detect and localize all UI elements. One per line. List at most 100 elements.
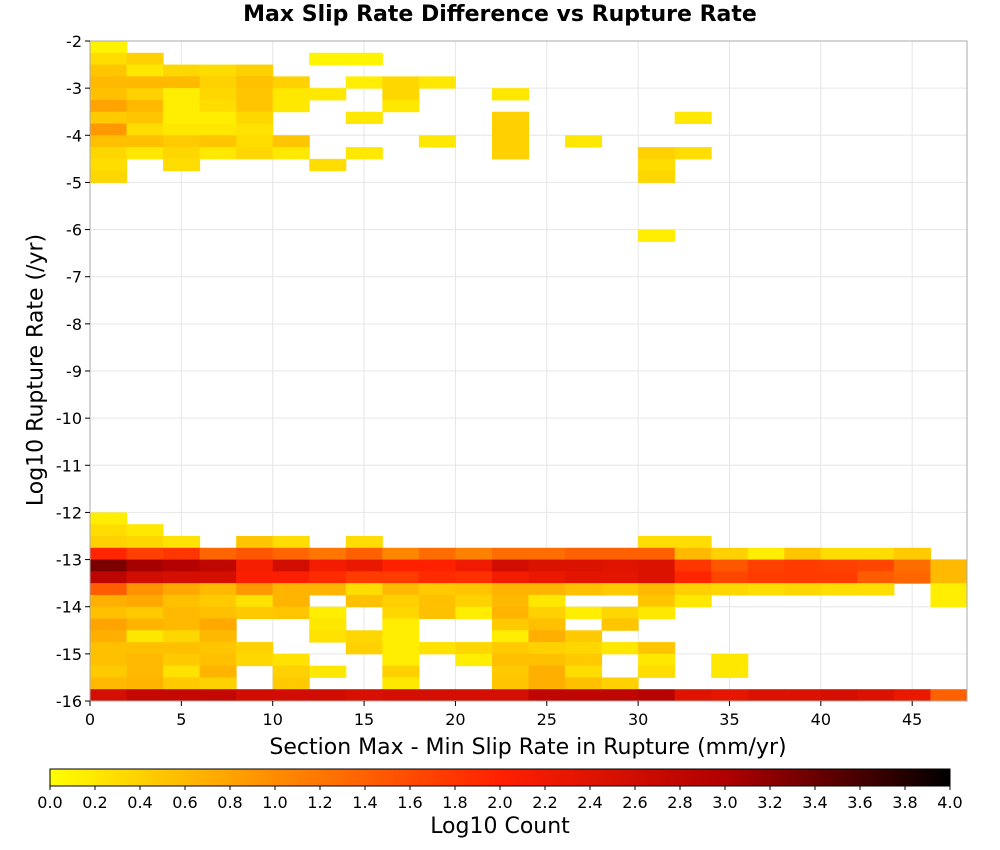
heatmap-cell (711, 547, 749, 561)
heatmap-cell (345, 689, 383, 702)
colorbar-tick-label: 1.2 (307, 793, 332, 812)
heatmap-cell (345, 559, 383, 572)
y-tick-label: -6 (66, 221, 82, 240)
heatmap-cell (90, 571, 128, 584)
heatmap-cell (163, 630, 201, 643)
heatmap-cell (126, 123, 164, 136)
heatmap-cell (820, 547, 858, 561)
heatmap-cell (382, 88, 420, 101)
heatmap-cell (199, 606, 237, 619)
heatmap-cell (126, 665, 164, 678)
heatmap-cell (126, 653, 164, 667)
heatmap-cell (565, 665, 603, 678)
heatmap-cell (382, 606, 420, 619)
heatmap-cell (272, 99, 310, 113)
heatmap-cell (857, 559, 895, 572)
heatmap-cell (491, 111, 529, 124)
x-tick-label: 35 (719, 710, 739, 729)
heatmap-cell (528, 559, 566, 572)
heatmap-cell (930, 594, 968, 608)
colorbar-tick-label: 1.0 (262, 793, 287, 812)
heatmap-cell (163, 583, 201, 596)
x-tick-label: 0 (85, 710, 95, 729)
heatmap-cell (455, 559, 493, 572)
y-tick-label: -14 (56, 598, 82, 617)
heatmap-cell (491, 618, 529, 631)
heatmap-cell (199, 630, 237, 643)
colorbar-label: Log10 Count (430, 814, 570, 839)
heatmap-cell (711, 571, 749, 584)
heatmap-cell (126, 88, 164, 101)
x-axis-label: Section Max - Min Slip Rate in Rupture (… (269, 735, 787, 760)
heatmap-cell (163, 123, 201, 136)
heatmap-cell (163, 64, 201, 77)
heatmap-cell (491, 583, 529, 596)
heatmap-cell (236, 123, 274, 136)
heatmap-cell (528, 677, 566, 690)
heatmap-cell (820, 583, 858, 596)
heatmap-cell (272, 559, 310, 572)
heatmap-cell (272, 88, 310, 101)
heatmap-cell (90, 52, 128, 66)
heatmap-cell (674, 571, 712, 584)
heatmap-cell (126, 99, 164, 113)
heatmap-cell (309, 158, 347, 172)
heatmap-cell (747, 583, 785, 596)
heatmap-cell (272, 594, 310, 608)
heatmap-cell (309, 606, 347, 619)
heatmap-cell (674, 689, 712, 702)
heatmap-cell (674, 536, 712, 549)
heatmap-cell (930, 583, 968, 596)
heatmap-cell (565, 135, 603, 148)
heatmap-cell (455, 689, 493, 702)
heatmap-cell (126, 677, 164, 690)
heatmap-cell (638, 158, 676, 172)
heatmap-cell (236, 111, 274, 124)
heatmap-cell (309, 618, 347, 631)
heatmap-cell (272, 665, 310, 678)
heatmap-cell (345, 630, 383, 643)
heatmap-cell (199, 99, 237, 113)
colorbar-tick-label: 2.4 (577, 793, 602, 812)
heatmap-cell (90, 170, 128, 183)
heatmap-cell (857, 547, 895, 561)
heatmap-cell (126, 524, 164, 537)
heatmap-cell (90, 594, 128, 608)
heatmap-cell (272, 571, 310, 584)
heatmap-cell (638, 583, 676, 596)
heatmap-cell (491, 571, 529, 584)
colorbar-tick-label: 4.0 (937, 793, 962, 812)
y-tick-label: -7 (66, 268, 82, 287)
heatmap-cell (126, 642, 164, 655)
heatmap-cell (236, 135, 274, 148)
heatmap-cell (565, 583, 603, 596)
heatmap-cell (638, 559, 676, 572)
heatmap-cell (163, 147, 201, 160)
heatmap-cell (90, 111, 128, 124)
heatmap-cell (163, 559, 201, 572)
heatmap-cell (418, 547, 456, 561)
heatmap-cell (528, 594, 566, 608)
y-tick-label: -13 (56, 551, 82, 570)
heatmap-cell (491, 606, 529, 619)
heatmap-cell (345, 642, 383, 655)
heatmap-cell (90, 76, 128, 89)
heatmap-cell (199, 618, 237, 631)
heatmap-cell (674, 547, 712, 561)
heatmap-cell (418, 583, 456, 596)
heatmap-cell (163, 111, 201, 124)
heatmap-cell (90, 583, 128, 596)
heatmap-cell (528, 665, 566, 678)
colorbar-tick-label: 1.8 (442, 793, 467, 812)
heatmap-cell (601, 642, 639, 655)
heatmap-cell (199, 135, 237, 148)
colorbar-tick-label: 3.6 (847, 793, 872, 812)
heatmap-cell (784, 583, 822, 596)
heatmap-cell (601, 618, 639, 631)
heatmap-cell (930, 571, 968, 584)
heatmap-cell (565, 630, 603, 643)
heatmap-cell (455, 606, 493, 619)
heatmap-cell (272, 147, 310, 160)
heatmap-cell (528, 653, 566, 667)
heatmap-cell (674, 583, 712, 596)
